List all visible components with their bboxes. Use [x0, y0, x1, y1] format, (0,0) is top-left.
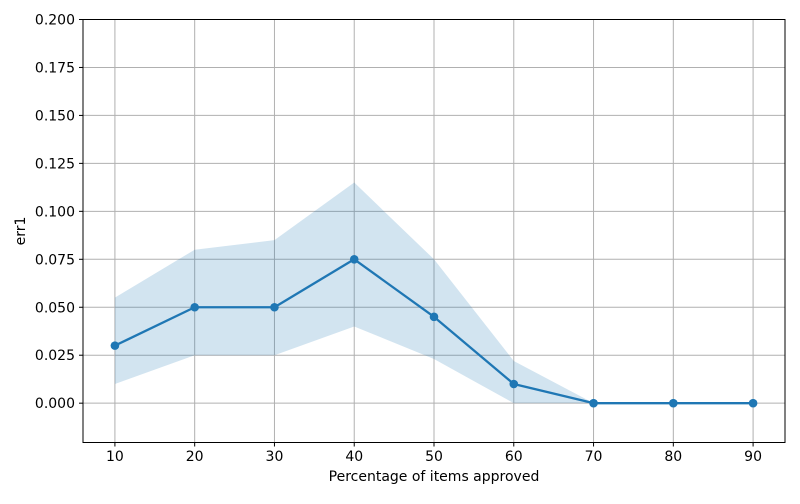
y-tick-label: 0.175: [35, 60, 75, 76]
plot-area: 10 20 30 40 50 60 70 80 90 0.000 0.025 0.050 0.075 0.…: [35, 13, 786, 465]
x-tick-label: 80: [664, 449, 682, 465]
y-tick-label: 0.100: [35, 204, 75, 220]
data-point-marker: [748, 398, 758, 408]
data-point-marker: [270, 302, 279, 312]
data-point-marker: [349, 254, 359, 264]
x-tick-label: 10: [106, 449, 124, 465]
y-tick-label: 0.150: [35, 108, 75, 124]
x-tick-label: 20: [186, 449, 204, 465]
y-tick-label: 0.025: [35, 348, 75, 364]
data-point-marker: [429, 312, 439, 322]
x-tick-label: 40: [345, 449, 363, 465]
data-point-marker: [669, 398, 678, 408]
data-point-marker: [190, 302, 199, 312]
y-tick-label: 0.000: [35, 396, 75, 412]
y-tick-label: 0.200: [35, 13, 75, 29]
y-axis-label: err1: [13, 217, 29, 246]
x-tick-label: 60: [505, 449, 523, 465]
x-tick-label: 50: [425, 449, 443, 465]
y-tick-label: 0.075: [35, 252, 75, 268]
data-point-marker: [589, 398, 598, 408]
y-tick-label: 0.050: [35, 300, 75, 316]
y-tick-label: 0.125: [35, 156, 75, 172]
x-tick-label: 90: [744, 449, 762, 465]
x-tick-label: 30: [266, 449, 284, 465]
confidence-band: [114, 182, 754, 404]
x-tick-label: 70: [585, 449, 603, 465]
data-point-marker: [509, 379, 519, 389]
x-axis-label: Percentage of items approved: [329, 469, 540, 485]
data-point-marker: [110, 341, 120, 350]
